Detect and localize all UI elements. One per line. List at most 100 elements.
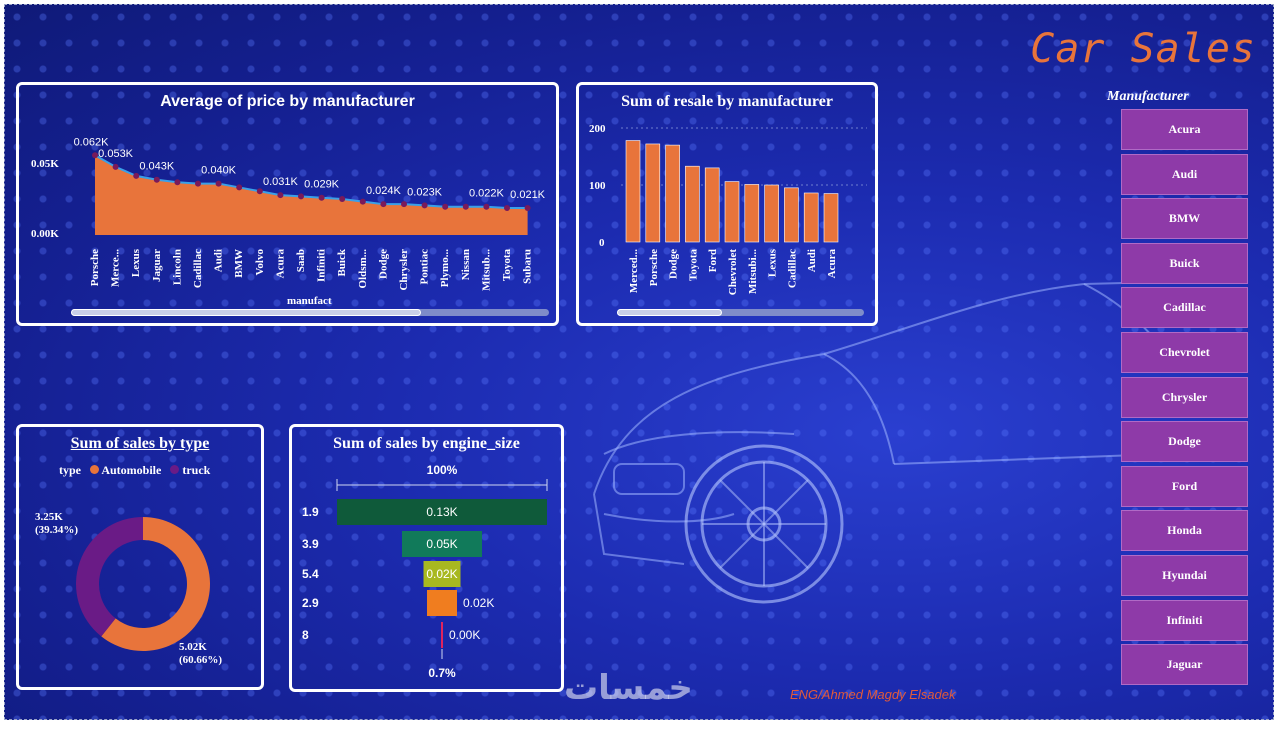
- price-area-chart: 0.05K 0.00K manufact Porsche Merce... Lexu…: [31, 136, 546, 307]
- resale-bar: [724, 181, 740, 243]
- funnel-value-label: 0.05K: [426, 537, 457, 551]
- slicer-item-buick[interactable]: Buick: [1121, 242, 1248, 284]
- price-point: [112, 163, 119, 170]
- price-x-tick: Plymo...: [439, 249, 451, 287]
- funnel-bar: [337, 499, 547, 525]
- resale-x-tick: Dodge: [668, 249, 680, 279]
- resale-x-tick: Chevrolet: [727, 249, 739, 296]
- resale-chart-scrollbar[interactable]: [617, 309, 864, 316]
- resale-bar: [645, 143, 661, 243]
- price-data-label: 0.021K: [510, 189, 546, 201]
- price-chart-scroll-thumb[interactable]: [71, 309, 421, 316]
- price-x-tick: Nissan: [460, 249, 472, 280]
- resale-x-tick: Cadillac: [786, 249, 798, 288]
- resale-chart-scroll-thumb[interactable]: [617, 309, 722, 316]
- slicer-item-ford[interactable]: Ford: [1121, 465, 1248, 507]
- funnel-category-label: 2.9: [302, 596, 319, 610]
- price-point: [215, 180, 222, 187]
- donut-truck-pct: (39.34%): [35, 524, 79, 536]
- resale-bar-chart: 200 100 0 Merced... Porsche Dodge Toyota For…: [589, 123, 867, 296]
- price-chart-panel[interactable]: Average of price by manufacturer 0.05K 0…: [16, 82, 559, 326]
- donut-slice-automobile: [101, 517, 211, 651]
- slicer-item-cadillac[interactable]: Cadillac: [1121, 287, 1248, 329]
- resale-bar: [744, 184, 760, 243]
- resale-x-tick: Toyota: [687, 249, 699, 281]
- donut-label-truck: 3.25K (39.34%): [35, 511, 78, 537]
- price-point: [421, 202, 428, 209]
- slicer-item-infiniti[interactable]: Infiniti: [1121, 599, 1248, 641]
- legend-truck: truck: [182, 463, 211, 477]
- price-point: [195, 180, 201, 187]
- price-data-label: 0.053K: [98, 148, 134, 160]
- donut-auto-value: 5.02K: [179, 641, 207, 653]
- price-x-tick: Oldsm...: [357, 249, 369, 289]
- dashboard-title: Car Sales: [1030, 26, 1256, 72]
- price-point: [133, 172, 140, 179]
- slicer-item-hyundai[interactable]: Hyundai: [1121, 555, 1248, 596]
- funnel-bar: [441, 622, 443, 648]
- price-point: [504, 205, 510, 211]
- price-x-tick: Volvo: [254, 249, 266, 276]
- resale-bar: [764, 184, 779, 243]
- price-point: [236, 184, 243, 191]
- funnel-value-label: 0.13K: [426, 505, 457, 519]
- price-x-axis-label: manufact: [287, 295, 332, 307]
- price-x-tick: Subaru: [522, 249, 534, 284]
- funnel-chart-title: Sum of sales by engine_size: [333, 435, 520, 452]
- resale-y-tick-200: 200: [589, 123, 606, 135]
- price-x-tick: Saab: [295, 249, 307, 272]
- price-x-tick: Chrysler: [398, 249, 410, 291]
- donut-auto-pct: (60.66%): [179, 654, 223, 666]
- price-chart-title: Average of price by manufacturer: [160, 93, 415, 110]
- resale-y-tick-100: 100: [589, 180, 606, 192]
- slicer-item-honda[interactable]: Honda: [1121, 510, 1248, 552]
- slicer-item-chevrolet[interactable]: Chevrolet: [1121, 332, 1248, 373]
- price-point: [174, 179, 181, 186]
- resale-bar: [784, 187, 799, 243]
- funnel-category-label: 5.4: [302, 567, 319, 581]
- price-x-tick: Dodge: [377, 249, 389, 279]
- legend-automobile: Automobile: [101, 463, 162, 477]
- price-x-tick: Pontiac: [419, 249, 431, 285]
- funnel-bar: [427, 590, 457, 616]
- resale-chart-panel[interactable]: Sum of resale by manufacturer 200 100 0 …: [576, 82, 878, 326]
- resale-chart-title: Sum of resale by manufacturer: [621, 93, 833, 110]
- slicer-item-dodge[interactable]: Dodge: [1121, 421, 1248, 463]
- price-point: [339, 196, 346, 202]
- funnel-value-label: 0.00K: [449, 628, 480, 642]
- funnel-category-label: 1.9: [302, 505, 319, 519]
- price-line: [94, 154, 528, 209]
- engine-funnel-panel[interactable]: Sum of sales by engine_size 100% 0.7% 1.…: [289, 424, 564, 692]
- price-data-label: 0.029K: [304, 179, 340, 191]
- price-x-tick: Toyota: [501, 249, 513, 281]
- price-point: [442, 203, 449, 210]
- price-x-tick: Infiniti: [316, 249, 328, 282]
- slicer-item-chrysler[interactable]: Chrysler: [1121, 376, 1248, 418]
- price-x-tick: BMW: [233, 249, 245, 278]
- legend-dot-truck: [170, 465, 180, 474]
- price-point: [483, 203, 490, 210]
- resale-x-tick: Ford: [707, 249, 719, 272]
- price-x-tick: Lexus: [130, 248, 142, 277]
- resale-bar: [823, 193, 839, 243]
- legend-dot-automobile: [90, 465, 99, 474]
- price-point: [462, 203, 469, 210]
- price-x-tick: Audi: [213, 249, 225, 272]
- slicer-item-jaguar[interactable]: Jaguar: [1121, 644, 1248, 686]
- price-point: [277, 192, 284, 199]
- slicer-item-bmw[interactable]: BMW: [1121, 198, 1248, 240]
- resale-bar: [625, 140, 641, 243]
- slicer-item-acura[interactable]: Acura: [1121, 109, 1248, 150]
- price-point: [318, 194, 325, 201]
- price-data-label: 0.031K: [263, 176, 299, 188]
- funnel-bar: [423, 561, 461, 587]
- resale-bar: [685, 165, 700, 243]
- type-donut-panel[interactable]: Sum of sales by type type Automobile tru…: [16, 424, 264, 690]
- price-point: [380, 201, 387, 208]
- donut-chart-title: Sum of sales by type: [70, 435, 210, 452]
- funnel-bottom-label: 0.7%: [428, 666, 456, 680]
- watermark-logo: خمسات: [564, 668, 693, 708]
- price-point: [524, 205, 531, 211]
- price-data-label: 0.023K: [407, 186, 443, 198]
- slicer-item-audi[interactable]: Audi: [1121, 153, 1248, 195]
